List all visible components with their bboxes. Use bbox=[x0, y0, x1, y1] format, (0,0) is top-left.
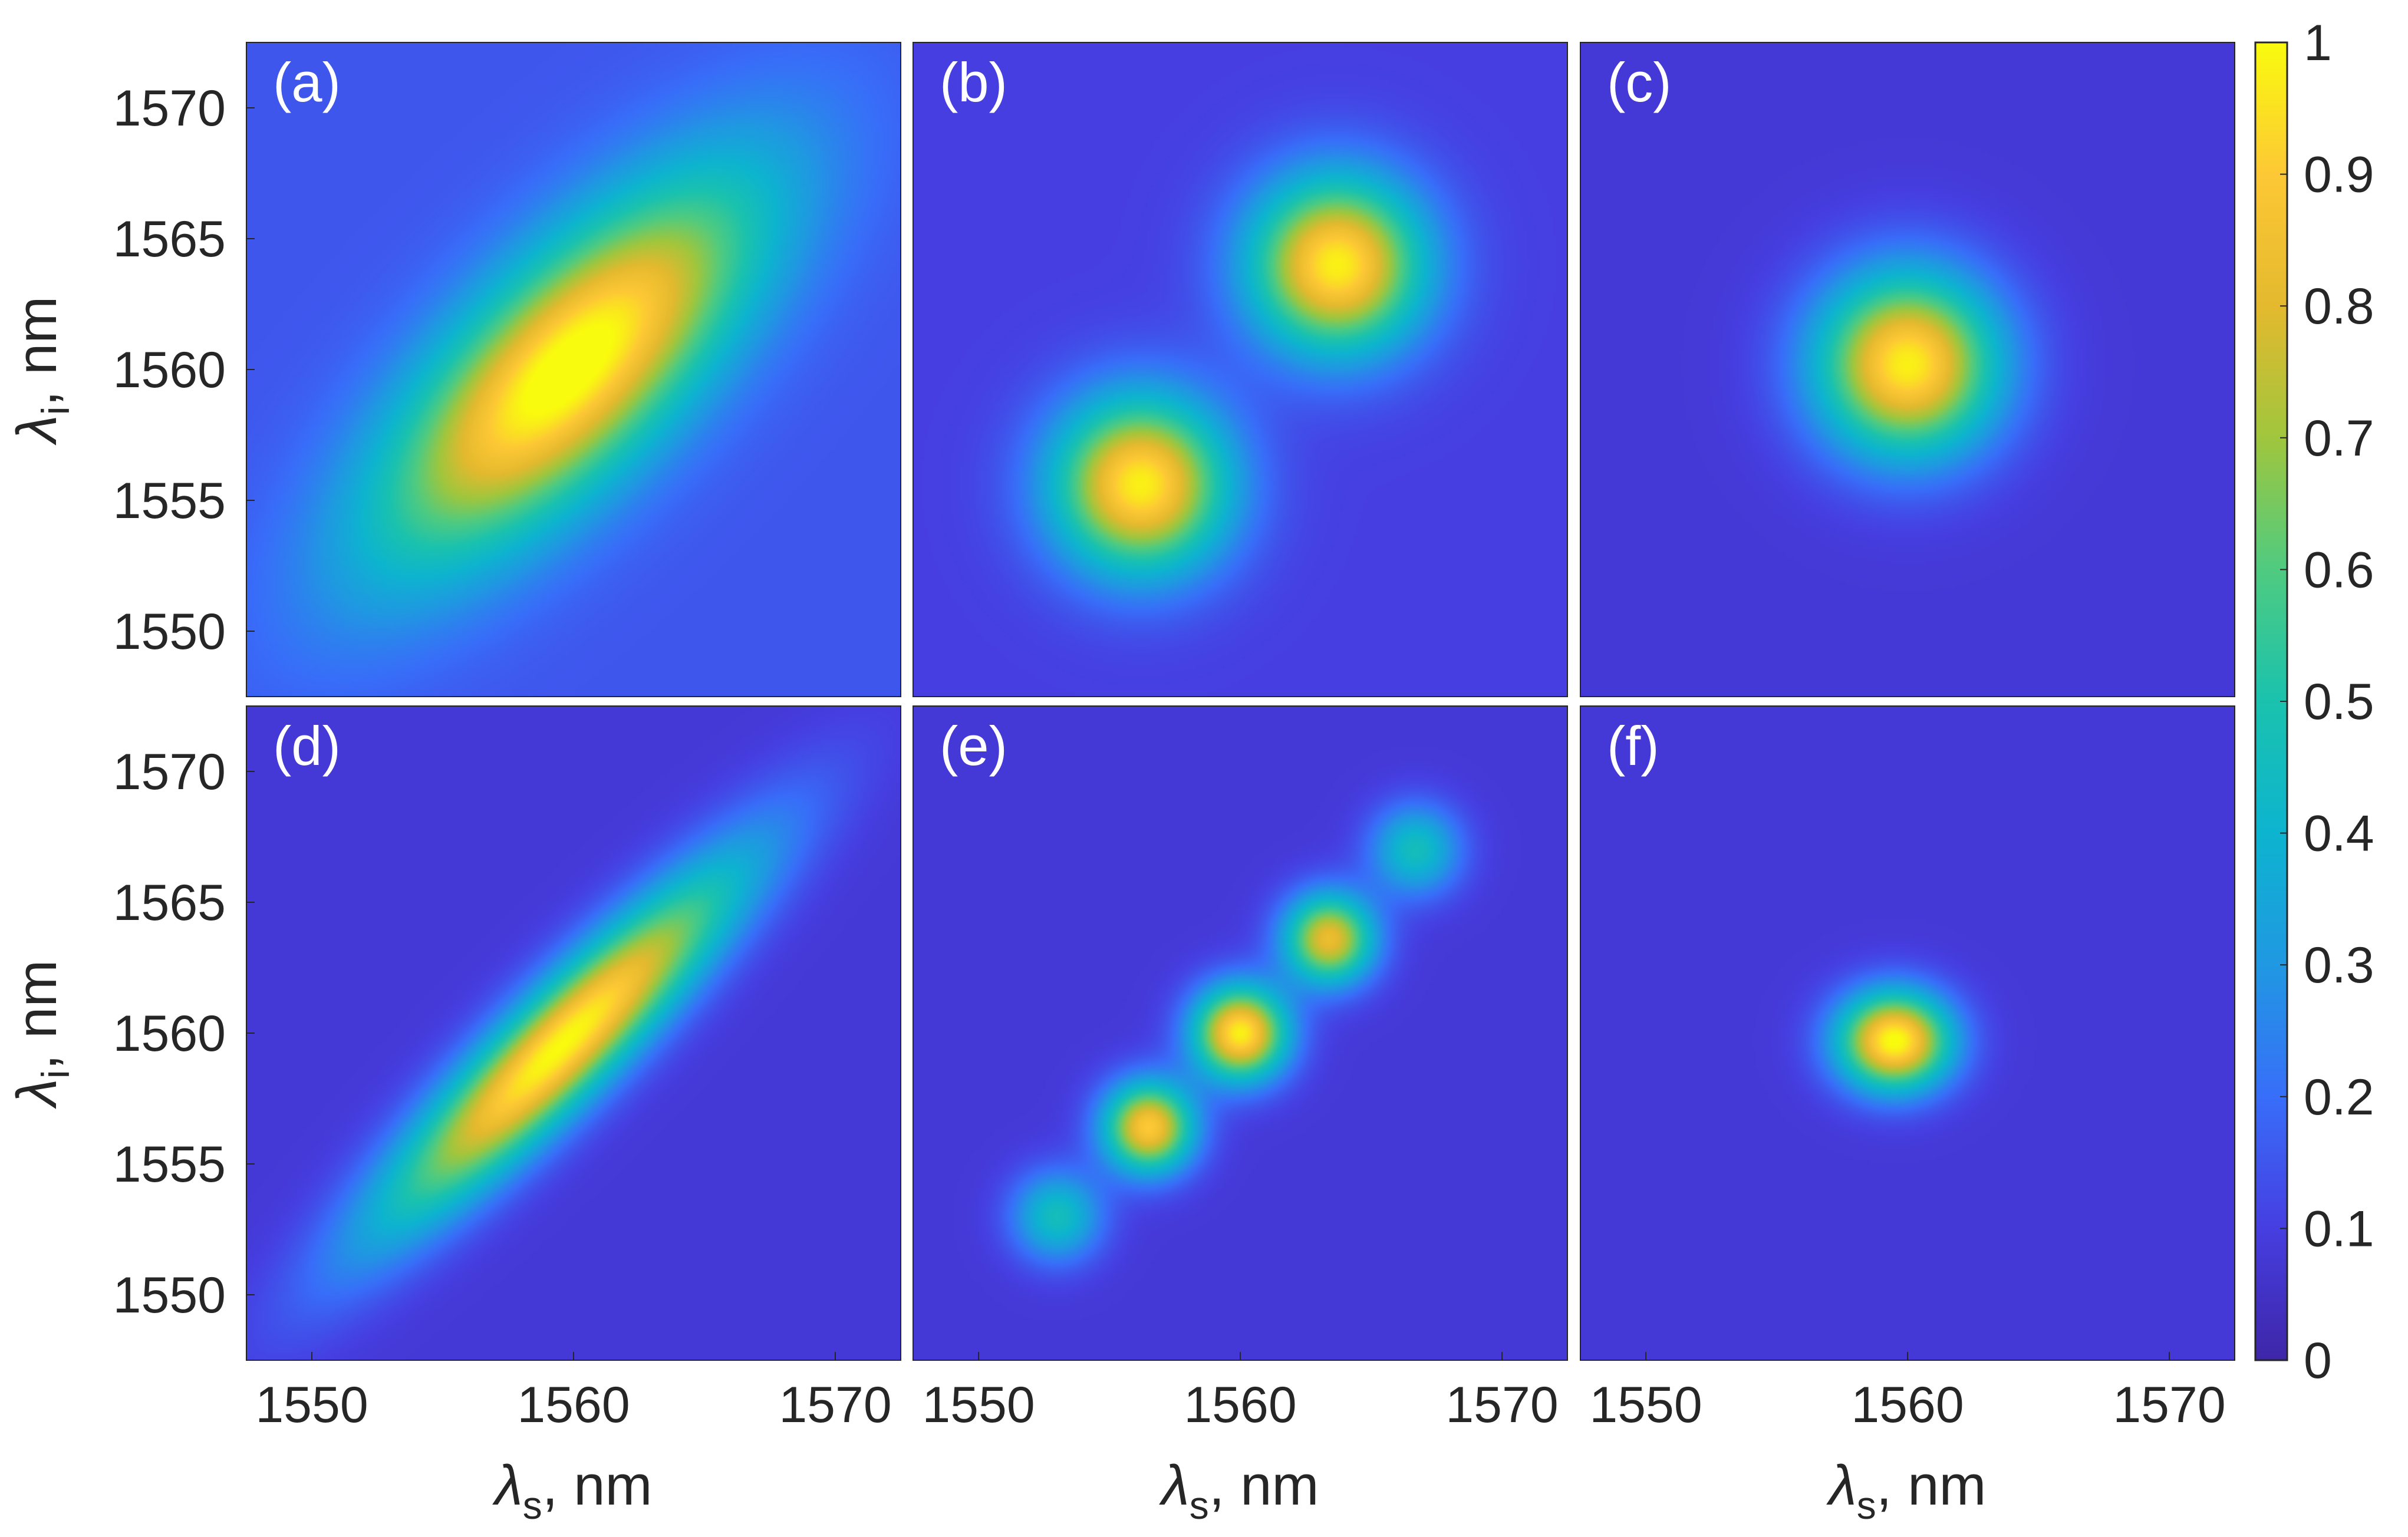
x-axis-label: λs, nm bbox=[1826, 1454, 1987, 1527]
panel-label: (e) bbox=[940, 715, 1007, 777]
colorbar-tick-label: 0.5 bbox=[2304, 674, 2374, 730]
colorbar: 0 0.1 0.2 0.3 0.4 0.5 0.6 0.7 0.8 0.9 1 bbox=[2254, 15, 2374, 1389]
x-axis-label-unit: , nm bbox=[1876, 1454, 1987, 1517]
x-axis-label-unit: , nm bbox=[542, 1454, 653, 1517]
x-axis-label: λs, nm bbox=[492, 1454, 653, 1527]
x-axis-label-subscript: s bbox=[523, 1483, 542, 1527]
panel-a: (a) bbox=[246, 42, 901, 697]
heatmap-e bbox=[913, 706, 1567, 1360]
panel-label: (b) bbox=[940, 51, 1007, 113]
y-tick-label: 1570 bbox=[113, 744, 226, 800]
panel-label: (a) bbox=[273, 51, 341, 113]
panel-frame-c bbox=[1580, 42, 2235, 697]
x-tick-label: 1560 bbox=[1851, 1377, 1964, 1433]
x-axis-label-unit: , nm bbox=[1209, 1454, 1319, 1517]
heatmap-a bbox=[246, 42, 901, 697]
y-axis-label-subscript: i bbox=[34, 1070, 77, 1078]
x-tick-label: 1570 bbox=[779, 1377, 891, 1433]
x-axis-label: λs, nm bbox=[1159, 1454, 1319, 1527]
colorbar-tick-label: 0.7 bbox=[2304, 410, 2374, 467]
y-tick-label: 1560 bbox=[113, 342, 226, 398]
panel-c: (c) bbox=[1580, 42, 2235, 697]
colorbar-tick-label: 0.3 bbox=[2304, 937, 2374, 994]
y-tick-label: 1560 bbox=[113, 1005, 226, 1062]
colorbar-tick-label: 0 bbox=[2304, 1332, 2332, 1389]
colorbar-tick-label: 1 bbox=[2304, 15, 2332, 71]
x-tick-label: 1550 bbox=[922, 1377, 1035, 1433]
panel-b: (b) bbox=[913, 42, 1568, 697]
colorbar-tick-label: 0.4 bbox=[2304, 806, 2374, 862]
y-tick-label: 1550 bbox=[113, 603, 226, 660]
y-axis-label: λi, nm bbox=[5, 960, 77, 1110]
y-axis-label-subscript: i bbox=[34, 406, 77, 415]
x-axis-label-subscript: s bbox=[1190, 1483, 1209, 1527]
x-axis-label-subscript: s bbox=[1857, 1483, 1876, 1527]
y-axis-label-symbol: λ bbox=[5, 415, 68, 446]
x-axis-label-symbol: λ bbox=[1159, 1454, 1190, 1517]
heatmap-d bbox=[246, 706, 901, 1360]
panel-label: (f) bbox=[1607, 715, 1659, 777]
y-axis-label: λi, nm bbox=[5, 296, 77, 446]
y-tick-label: 1565 bbox=[113, 211, 226, 268]
x-tick-label: 1570 bbox=[1445, 1377, 1558, 1433]
y-axis-label-unit: , nm bbox=[5, 296, 68, 407]
x-tick-label: 1550 bbox=[1589, 1377, 1702, 1433]
panel-frame-b bbox=[913, 42, 1568, 697]
colorbar-tick-label: 0.6 bbox=[2304, 542, 2374, 598]
y-tick-label: 1550 bbox=[113, 1267, 226, 1324]
colorbar-tick-label: 0.9 bbox=[2304, 147, 2374, 203]
panel-d: (d) bbox=[246, 705, 901, 1361]
y-tick-label: 1555 bbox=[113, 473, 226, 529]
panel-e: (e) bbox=[913, 705, 1568, 1361]
x-axis-label-symbol: λ bbox=[1826, 1454, 1857, 1517]
x-tick-label: 1550 bbox=[255, 1377, 368, 1433]
y-axis-label-symbol: λ bbox=[5, 1078, 68, 1109]
heatmap-c bbox=[1580, 42, 2235, 697]
panel-f: (f) bbox=[1580, 705, 2235, 1361]
x-axis-label-symbol: λ bbox=[492, 1454, 523, 1517]
x-tick-label: 1560 bbox=[517, 1377, 630, 1433]
panel-label: (d) bbox=[273, 715, 341, 777]
colorbar-tick-label: 0.2 bbox=[2304, 1069, 2374, 1126]
y-tick-label: 1570 bbox=[113, 80, 226, 137]
y-tick-label: 1555 bbox=[113, 1136, 226, 1193]
y-tick-label: 1565 bbox=[113, 875, 226, 931]
colorbar-tick-label: 0.1 bbox=[2304, 1200, 2374, 1257]
panel-label: (c) bbox=[1607, 51, 1672, 113]
x-tick-label: 1560 bbox=[1184, 1377, 1296, 1433]
colorbar-tick-label: 0.8 bbox=[2304, 278, 2374, 335]
heatmap-b bbox=[913, 42, 1567, 697]
x-tick-label: 1570 bbox=[2113, 1377, 2225, 1433]
y-axis-label-unit: , nm bbox=[5, 960, 68, 1070]
heatmap-f bbox=[1580, 706, 2235, 1360]
heatmap-panels: (a) (b) (c) (d) (e) (f) bbox=[246, 42, 2235, 1361]
